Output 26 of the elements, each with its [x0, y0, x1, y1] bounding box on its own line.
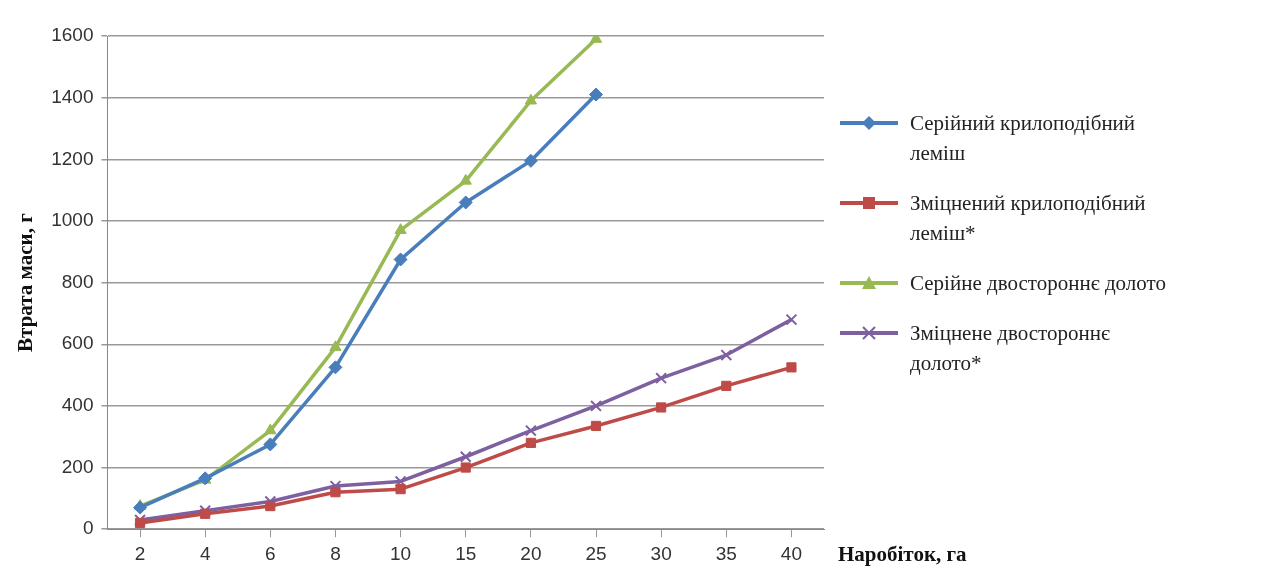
y-tick-label: 1000: [51, 209, 94, 231]
y-axis-title: Втрата маси, г: [13, 213, 38, 352]
x-tick-label: 4: [199, 542, 211, 564]
legend-label: Зміцнене двостороннє долото*: [910, 320, 1111, 377]
x-tick-label: 15: [455, 542, 477, 564]
y-tick-label: 400: [61, 394, 94, 416]
y-tick-label: 1600: [51, 24, 94, 46]
legend-label: Серійне двостороннє долото: [910, 270, 1166, 297]
x-tick-label: 8: [330, 542, 341, 564]
legend-label: Зміцнений крилоподібний леміш*: [910, 190, 1147, 247]
x-tick-label: 10: [390, 542, 412, 564]
y-tick-label: 1400: [51, 85, 94, 107]
x-tick-label: 25: [585, 542, 607, 564]
x-tick-label: 6: [265, 542, 276, 564]
x-tick-label: 20: [520, 542, 542, 564]
y-tick-label: 600: [61, 332, 94, 354]
x-tick-label: 40: [780, 542, 802, 564]
y-tick-label: 200: [61, 455, 94, 477]
y-tick-label: 0: [82, 517, 94, 539]
y-tick-label: 800: [61, 270, 94, 292]
x-tick-label: 2: [134, 542, 146, 564]
y-tick-label: 1200: [51, 147, 94, 169]
legend-label: Серійний крилоподібний леміш: [910, 110, 1137, 167]
x-tick-label: 35: [715, 542, 737, 564]
x-tick-label: 30: [650, 542, 672, 564]
x-axis-title: Наробіток, га: [838, 541, 968, 566]
